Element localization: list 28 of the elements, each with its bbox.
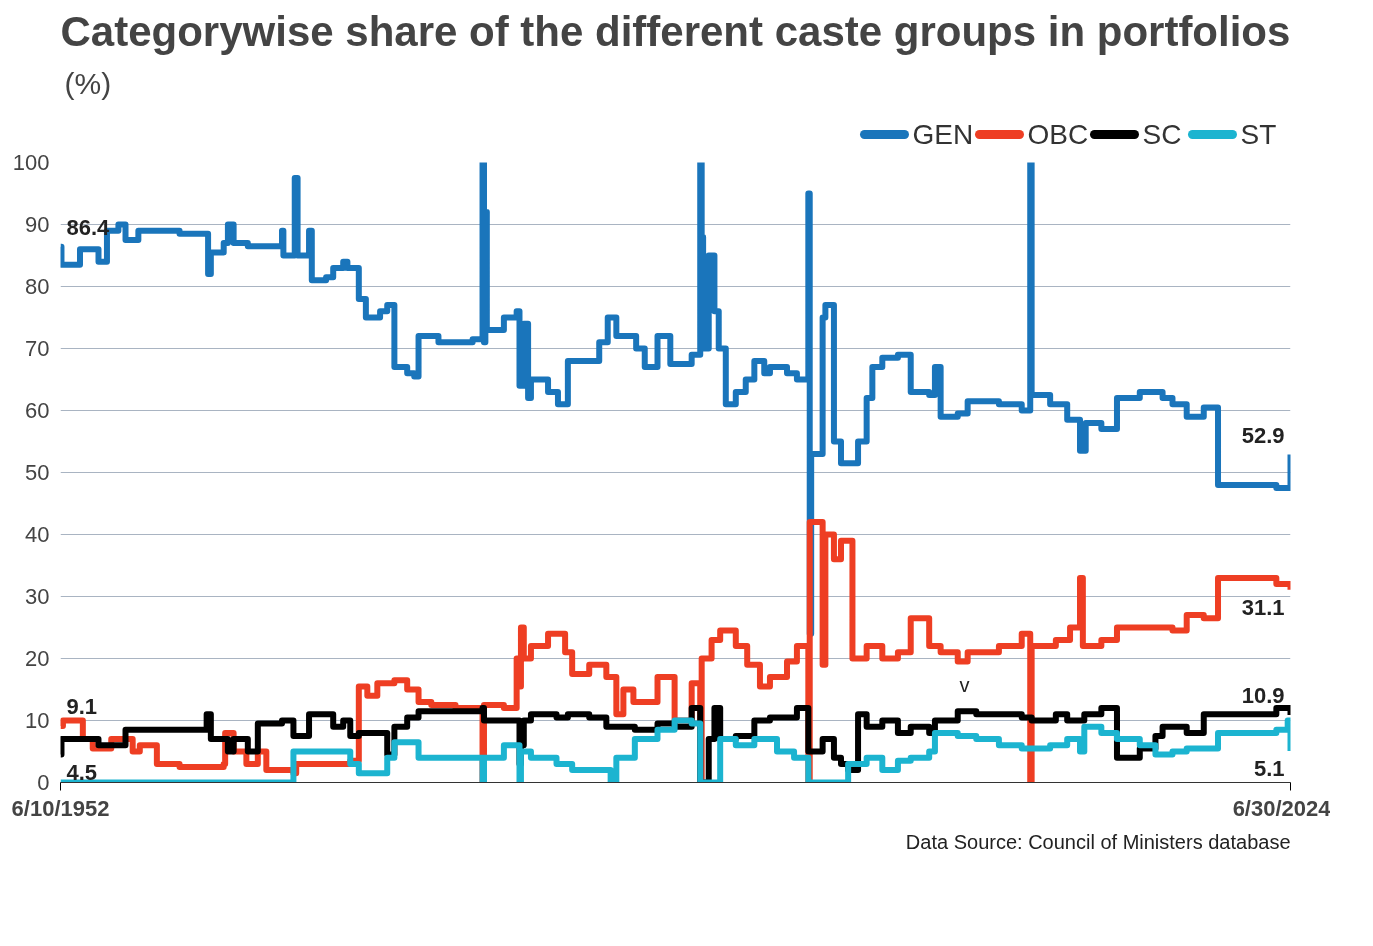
x-tick-label: 6/10/1952	[11, 795, 110, 821]
legend-label: SC	[1142, 119, 1182, 150]
y-tick-label: 60	[25, 398, 50, 423]
chart-subtitle: (%)	[64, 66, 112, 100]
y-tick-label: 0	[37, 770, 50, 795]
data-label: 9.1	[66, 694, 98, 720]
legend-label: GEN	[912, 119, 974, 150]
y-tick-label: 100	[12, 150, 50, 175]
data-label: 31.1	[1241, 594, 1285, 620]
data-label: 86.4	[66, 214, 111, 240]
y-tick-label: 90	[25, 212, 50, 237]
y-tick-label: 20	[25, 646, 50, 671]
data-label: 52.9	[1241, 422, 1285, 448]
data-label: 5.1	[1253, 755, 1285, 781]
y-tick-label: 40	[25, 522, 50, 547]
y-tick-label: 50	[25, 460, 50, 485]
source-note: Data Source: Council of Ministers database	[905, 830, 1291, 853]
legend-label: OBC	[1027, 119, 1089, 150]
y-tick-label: 10	[25, 708, 50, 733]
y-tick-label: 30	[25, 584, 50, 609]
data-label: 10.9	[1241, 682, 1285, 708]
y-tick-label: 70	[25, 336, 50, 361]
data-label: 4.5	[66, 759, 98, 785]
legend-label: ST	[1240, 119, 1277, 150]
x-tick-label: 6/30/2024	[1232, 795, 1332, 821]
y-tick-label: 80	[25, 274, 50, 299]
chart-title: Categorywise share of the different caste groups in portfolios	[60, 7, 1291, 55]
annotation: v	[959, 673, 970, 696]
